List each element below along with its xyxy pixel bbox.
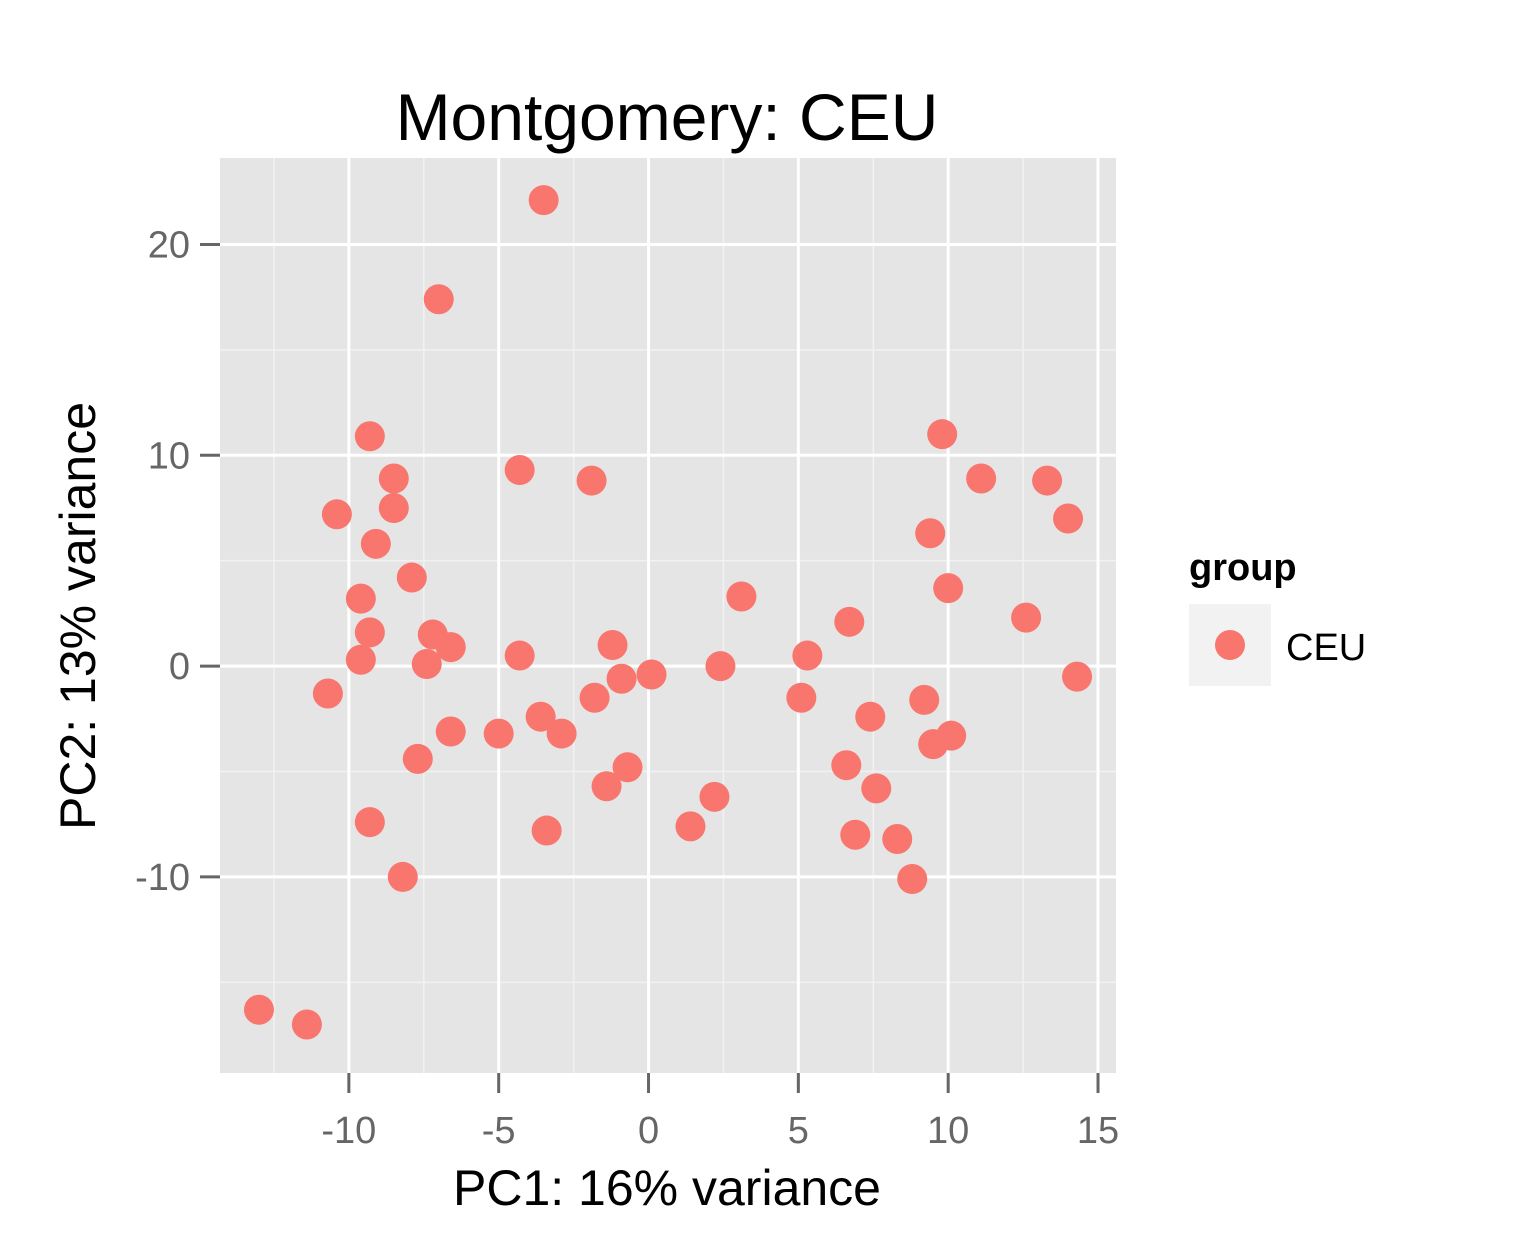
data-point (1011, 602, 1042, 633)
data-point (840, 819, 871, 850)
data-point (1053, 503, 1084, 534)
x-tick-label: -10 (321, 1110, 376, 1152)
data-point (345, 644, 376, 675)
data-point (243, 994, 274, 1025)
data-point (834, 606, 865, 637)
x-axis: -10 -5 0 5 10 15 (321, 1073, 1119, 1152)
data-point (726, 581, 757, 612)
data-point (402, 743, 433, 774)
legend: group CEU (1189, 547, 1366, 686)
data-point (576, 465, 607, 496)
data-point (435, 632, 466, 663)
data-point (915, 518, 946, 549)
data-point (546, 718, 577, 749)
y-tick-label: 20 (148, 224, 190, 266)
grid-major (220, 158, 1116, 1073)
data-point (321, 499, 352, 530)
data-points (243, 185, 1093, 1040)
legend-title: group (1189, 547, 1297, 589)
y-axis-title: PC2: 13% variance (50, 402, 106, 830)
chart-title: Montgomery: CEU (396, 80, 939, 154)
data-point (606, 663, 637, 694)
legend-label-ceu: CEU (1286, 627, 1366, 669)
data-point (423, 284, 454, 315)
data-point (597, 630, 628, 661)
data-point (354, 421, 385, 452)
data-point (831, 750, 862, 781)
data-point (531, 815, 562, 846)
data-point (378, 492, 409, 523)
data-point (378, 463, 409, 494)
data-point (312, 678, 343, 709)
data-point (591, 771, 622, 802)
data-point (483, 718, 514, 749)
data-point (345, 583, 376, 614)
data-point (699, 781, 730, 812)
data-point (354, 617, 385, 648)
data-point (792, 640, 823, 671)
data-point (387, 861, 418, 892)
data-point (675, 811, 706, 842)
plot-panel (220, 158, 1116, 1073)
x-tick-label: 15 (1077, 1110, 1119, 1152)
x-tick-label: -5 (482, 1110, 516, 1152)
data-point (882, 823, 913, 854)
data-point (360, 528, 391, 559)
data-point (855, 701, 886, 732)
data-point (1032, 465, 1063, 496)
data-point (966, 463, 997, 494)
data-point (861, 773, 892, 804)
data-point (435, 716, 466, 747)
data-point (504, 640, 535, 671)
data-point (897, 864, 928, 895)
data-point (528, 185, 559, 216)
data-point (909, 684, 940, 715)
legend-key-point (1215, 630, 1245, 660)
data-point (786, 682, 817, 713)
data-point (579, 682, 610, 713)
x-axis-title: PC1: 16% variance (453, 1160, 881, 1216)
data-point (933, 573, 964, 604)
y-tick-label: 0 (169, 646, 190, 688)
data-point (504, 455, 535, 486)
data-point (936, 720, 967, 751)
data-point (636, 659, 667, 690)
y-axis: -10 0 10 20 (135, 224, 220, 899)
data-point (291, 1009, 322, 1040)
y-tick-label: 10 (148, 435, 190, 477)
x-tick-label: 5 (788, 1110, 809, 1152)
data-point (396, 562, 427, 593)
data-point (525, 701, 556, 732)
data-point (354, 807, 385, 838)
data-point (705, 651, 736, 682)
data-point (612, 752, 643, 783)
data-point (927, 419, 958, 450)
x-tick-label: 0 (638, 1110, 659, 1152)
data-point (411, 648, 442, 679)
x-tick-label: 10 (927, 1110, 969, 1152)
y-tick-label: -10 (135, 857, 190, 899)
data-point (1062, 661, 1093, 692)
